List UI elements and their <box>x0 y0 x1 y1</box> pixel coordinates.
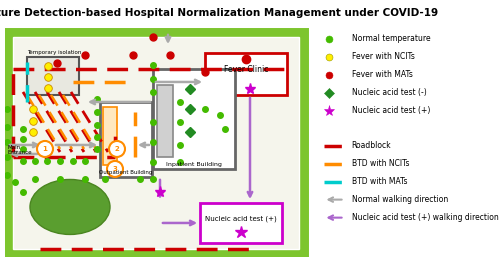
Text: Body Temperature Detection-based Hospital Normalization Management under COVID-1: Body Temperature Detection-based Hospita… <box>0 8 438 18</box>
Text: Nucleic acid test (+): Nucleic acid test (+) <box>205 216 277 222</box>
Text: BTD with MATs: BTD with MATs <box>352 177 407 186</box>
Text: Roadblock: Roadblock <box>352 141 391 150</box>
Text: Normal walking direction: Normal walking direction <box>352 195 448 204</box>
Bar <box>157 85 173 157</box>
Circle shape <box>109 141 125 157</box>
Text: Outpatient Building: Outpatient Building <box>100 170 152 175</box>
Bar <box>153 69 235 169</box>
Text: Main
Entrance: Main Entrance <box>7 145 32 155</box>
Text: 1: 1 <box>42 146 48 152</box>
Text: Nucleic acid test (+): Nucleic acid test (+) <box>352 106 430 115</box>
Text: 2: 2 <box>114 146 119 152</box>
Circle shape <box>37 141 53 157</box>
Text: BTD with NCITs: BTD with NCITs <box>352 159 409 168</box>
Bar <box>100 102 152 177</box>
Text: Fever with MATs: Fever with MATs <box>352 70 412 79</box>
Bar <box>27 57 79 95</box>
Text: 3: 3 <box>112 166 117 172</box>
Bar <box>200 203 282 243</box>
Text: Fever Clinic: Fever Clinic <box>224 66 268 75</box>
Text: Fever with NCITs: Fever with NCITs <box>352 52 414 61</box>
Text: Temporary isolation: Temporary isolation <box>27 50 82 55</box>
Text: Nucleic acid test (-): Nucleic acid test (-) <box>352 88 426 97</box>
Text: Normal temperature: Normal temperature <box>352 34 430 43</box>
Text: Inpatient Building: Inpatient Building <box>166 162 222 167</box>
Ellipse shape <box>30 179 110 235</box>
Text: Nucleic acid test (+) walking direction: Nucleic acid test (+) walking direction <box>352 213 498 222</box>
Circle shape <box>107 161 123 177</box>
Bar <box>103 107 117 165</box>
Bar <box>205 53 287 95</box>
